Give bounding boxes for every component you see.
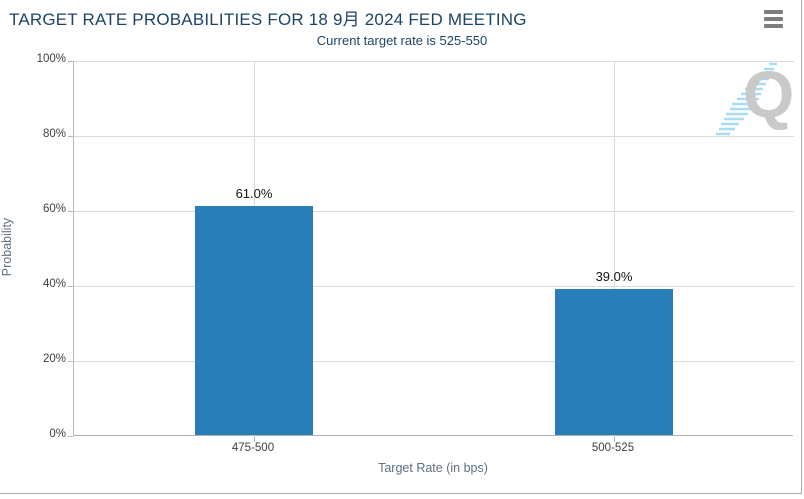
y-tick-mark [68, 361, 73, 362]
y-tick-mark [68, 211, 73, 212]
y-tick-label: 0% [49, 428, 66, 440]
hamburger-icon [764, 10, 783, 14]
quikstrike-watermark: Q [691, 57, 803, 146]
x-axis-title: Target Rate (in bps) [378, 461, 488, 475]
x-category-label: 475-500 [231, 442, 275, 454]
watermark-q-letter: Q [743, 57, 795, 131]
y-tick-label: 80% [42, 128, 66, 140]
hamburger-icon [764, 17, 783, 21]
y-axis-title: Probability [0, 217, 14, 277]
y-tick-mark [68, 61, 73, 62]
watermark-stripes-icon [716, 62, 777, 136]
y-tick-mark [68, 436, 73, 437]
chart-subtitle: Current target rate is 525-550 [316, 33, 488, 48]
gridline-horizontal [74, 286, 794, 287]
y-tick-label: 100% [36, 53, 66, 65]
gridline-vertical [614, 61, 615, 436]
plot-area: Q 61.0% 39.0% [73, 57, 794, 442]
gridline-horizontal [74, 61, 794, 62]
chart-title: TARGET RATE PROBABILITIES FOR 18 9月 2024… [9, 10, 527, 29]
probability-bar [195, 206, 313, 435]
x-tick-mark [614, 436, 615, 442]
y-tick-mark [68, 136, 73, 137]
x-category-label: 500-525 [591, 442, 635, 454]
gridline-horizontal [74, 361, 794, 362]
y-tick-label: 40% [42, 278, 66, 290]
gridline-horizontal [74, 211, 794, 212]
y-tick-label: 60% [42, 203, 66, 215]
y-tick-mark [68, 286, 73, 287]
probability-bar [555, 288, 673, 435]
gridline-horizontal [74, 136, 794, 137]
y-tick-label: 20% [42, 353, 66, 365]
x-tick-mark [254, 436, 255, 442]
hamburger-icon [764, 24, 783, 28]
chart-menu-button[interactable] [764, 10, 783, 28]
bar-value-label: 61.0% [235, 186, 273, 202]
bar-value-label: 39.0% [595, 268, 633, 284]
